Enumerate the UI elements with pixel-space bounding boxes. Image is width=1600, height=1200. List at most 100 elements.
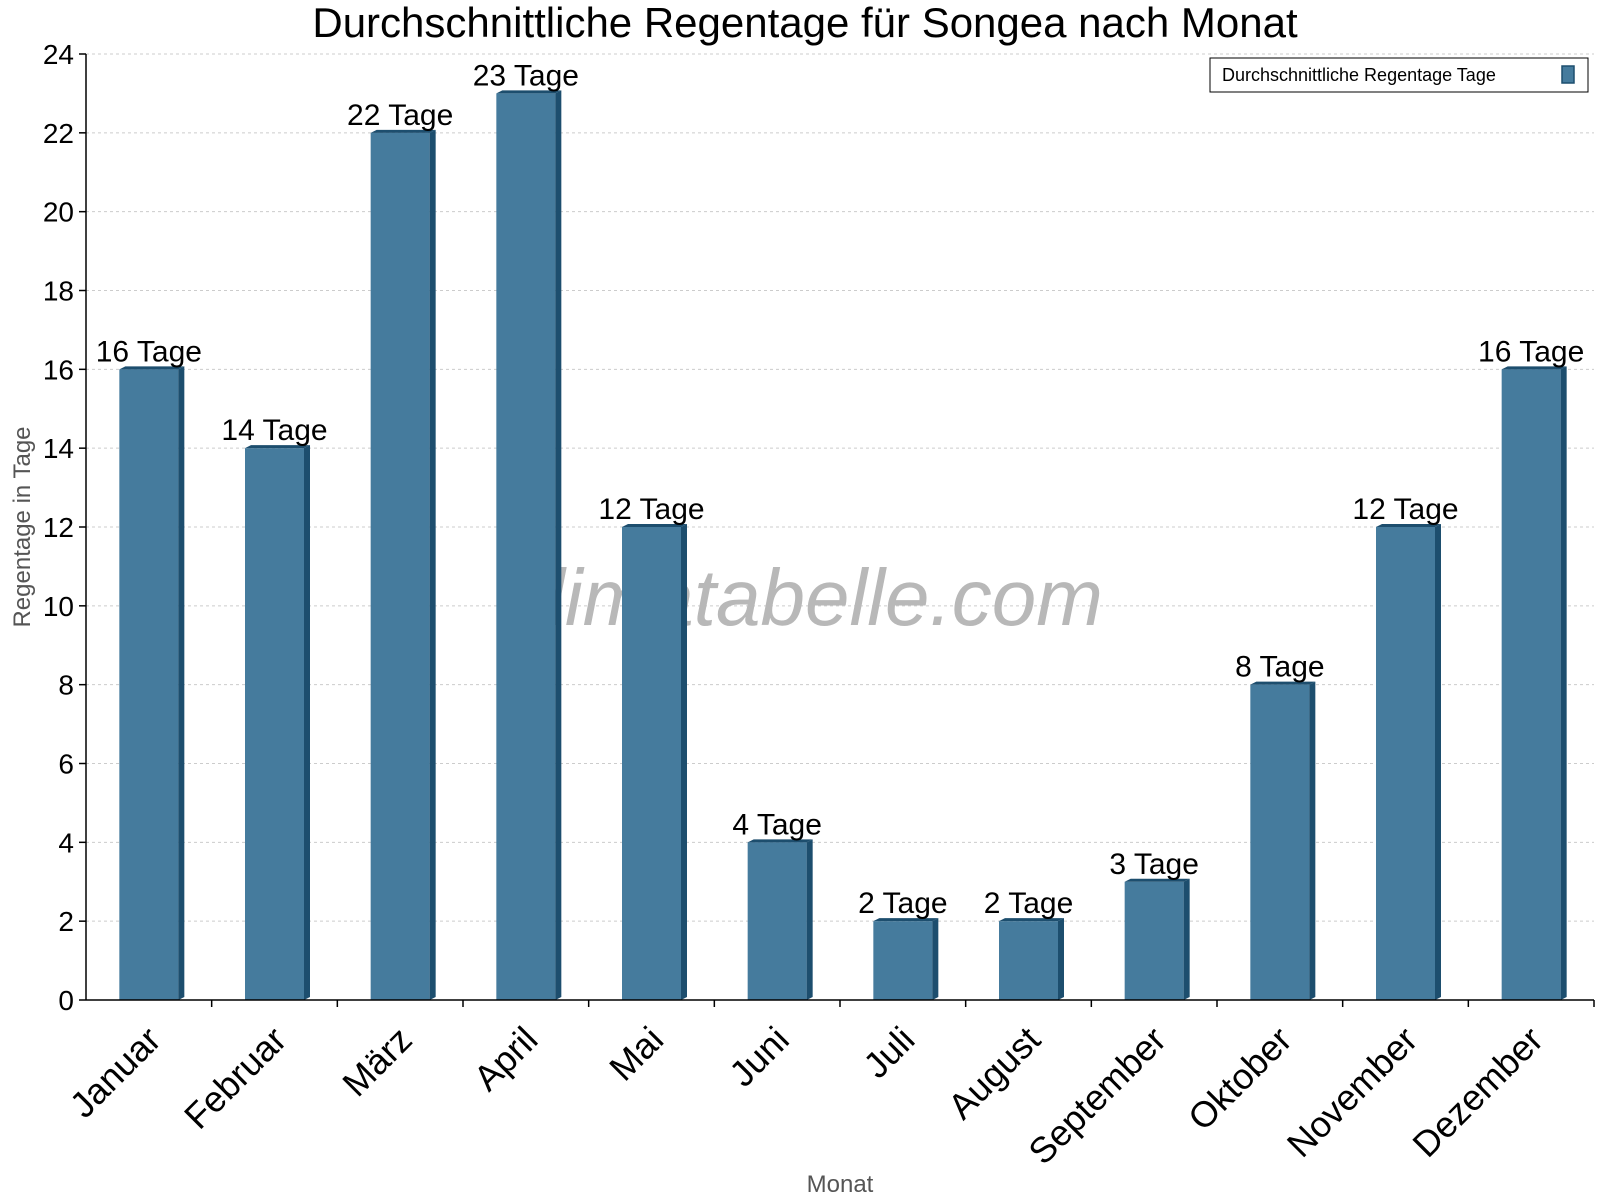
x-ticks: Januar Februar März April Mai Juni Juli AugustS… <box>62 1000 1595 1173</box>
bar-value-label: 23 Tage <box>473 59 579 92</box>
bar <box>496 90 562 1000</box>
y-tick-label: 8 <box>58 670 74 701</box>
bar-face <box>1250 684 1310 1000</box>
chart-title: Durchschnittliche Regentage für Songea n… <box>312 0 1298 46</box>
bar-side <box>1058 918 1064 1000</box>
bar-top <box>999 918 1064 922</box>
legend: Durchschnittliche Regentage Tage <box>1209 57 1589 93</box>
y-tick-label: 12 <box>43 512 74 543</box>
bar-side <box>932 918 939 1000</box>
watermark: klimatabelle.com <box>507 553 1103 642</box>
bar-side <box>178 366 185 1000</box>
bar <box>622 524 687 1000</box>
y-tick-label: 2 <box>58 906 74 937</box>
bar <box>370 129 436 1001</box>
bar-top <box>119 366 185 370</box>
x-tick-label: Juni <box>721 1019 797 1095</box>
bar-top <box>747 839 813 843</box>
y-tick-label: 4 <box>58 827 74 858</box>
bar-value-label: 2 Tage <box>858 887 948 920</box>
bar-face <box>1501 369 1561 1000</box>
x-tick-label: Januar <box>62 1019 169 1126</box>
x-tick-label: August <box>940 1019 1048 1127</box>
x-axis-label: Monat <box>807 1171 874 1198</box>
y-tick-label: 10 <box>43 591 74 622</box>
x-tick-label: März <box>334 1019 420 1105</box>
y-tick-label: 6 <box>58 749 74 780</box>
bar <box>1376 524 1441 1000</box>
bar-value-label: 8 Tage <box>1235 651 1325 684</box>
bar-side <box>1560 366 1567 1000</box>
y-tick-label: 14 <box>43 433 74 464</box>
axes <box>85 54 1594 1001</box>
bar <box>1250 681 1316 1000</box>
x-tick-label: Februar <box>176 1019 294 1137</box>
y-tick-label: 0 <box>58 985 74 1016</box>
bar-value-label: 16 Tage <box>96 335 202 368</box>
y-axis-label: Regentage in Tage <box>9 426 36 627</box>
bar <box>999 918 1064 1000</box>
x-tick-label: Juli <box>855 1019 922 1086</box>
bar-face <box>496 93 556 1000</box>
bar-side <box>1309 681 1316 1000</box>
bar-face <box>999 921 1058 1000</box>
grid-lines <box>86 53 1594 922</box>
bar-face <box>622 527 681 1000</box>
y-tick-label: 16 <box>43 354 74 385</box>
bar-top <box>496 90 562 94</box>
bar-value-label: 4 Tage <box>732 808 822 841</box>
bar-face <box>873 921 933 1000</box>
x-tick-label: April <box>466 1019 546 1099</box>
bar <box>1124 878 1190 1000</box>
bar-value-label: 2 Tage <box>984 887 1074 920</box>
bar-side <box>806 839 813 1000</box>
bar-top <box>1124 878 1190 882</box>
bars-group <box>119 90 1567 1001</box>
bar-top <box>245 445 310 449</box>
y-tick-label: 18 <box>43 276 74 307</box>
bar <box>747 839 813 1000</box>
bar-top <box>1376 524 1441 527</box>
bar-face <box>119 369 179 1000</box>
bar-top <box>1250 681 1316 685</box>
bar-side <box>304 445 310 1001</box>
bar-face <box>747 842 807 1000</box>
x-tick-label: Dezember <box>1404 1019 1550 1165</box>
bar-top <box>1501 366 1567 370</box>
bar-top <box>873 918 939 922</box>
bar-side <box>555 90 562 1000</box>
bar-top <box>370 129 436 133</box>
bar <box>119 366 185 1000</box>
x-tick-label: Mai <box>601 1019 671 1089</box>
bar <box>1501 366 1567 1000</box>
bar-value-label: 22 Tage <box>347 99 453 132</box>
bar-value-label: 12 Tage <box>598 493 704 526</box>
legend-label: Durchschnittliche Regentage Tage <box>1222 65 1496 85</box>
bar-side <box>429 129 436 1001</box>
x-tick-label: September <box>1020 1019 1174 1173</box>
bar-value-label: 12 Tage <box>1352 493 1458 526</box>
bar <box>873 918 939 1000</box>
bar-value-label: 14 Tage <box>221 414 327 447</box>
y-tick-label: 24 <box>43 39 74 70</box>
bar-labels-group: 16 Tage 14 Tage 22 Tage 23 Tage 12 Tage 4 Tag… <box>96 59 1585 920</box>
legend-box <box>1209 57 1589 93</box>
bar-face <box>1376 527 1435 1000</box>
bar-face <box>370 132 430 1001</box>
bar-face <box>1124 881 1184 1000</box>
bar-value-label: 16 Tage <box>1478 335 1584 368</box>
x-tick-label: November <box>1279 1019 1425 1165</box>
legend-swatch <box>1561 65 1575 84</box>
bar-side <box>681 524 687 1000</box>
bar-value-label: 3 Tage <box>1109 848 1199 881</box>
bar-side <box>1183 878 1190 1000</box>
bar-top <box>622 524 687 527</box>
x-tick-label: Oktober <box>1180 1019 1300 1139</box>
bar-face <box>245 448 304 1001</box>
y-tick-label: 20 <box>43 197 74 228</box>
bar <box>245 445 310 1001</box>
bar-side <box>1435 524 1441 1000</box>
y-tick-label: 22 <box>43 118 74 149</box>
